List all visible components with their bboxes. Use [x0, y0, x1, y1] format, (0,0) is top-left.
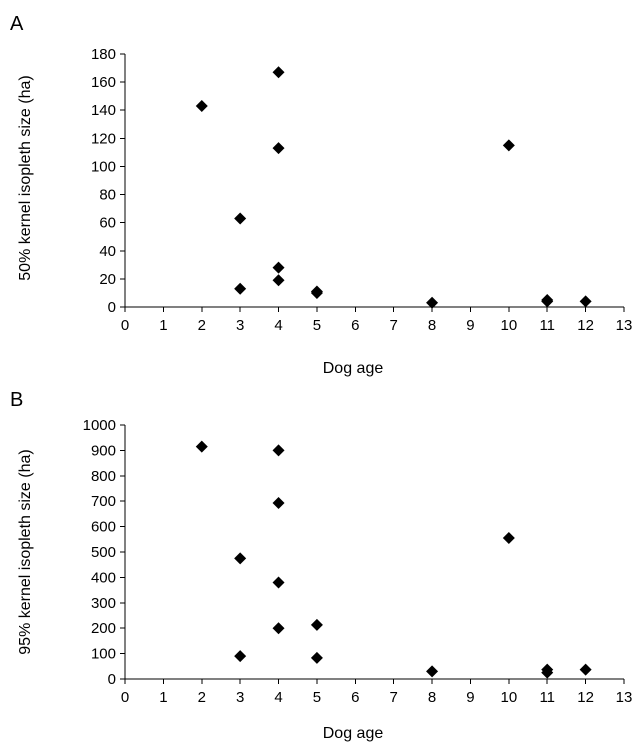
panel-letter-a: A	[10, 13, 24, 35]
chart-b-y-axis-title: 95% kernel isopleth size (ha)	[17, 449, 34, 654]
chart-b-x-tick-label: 6	[351, 689, 359, 706]
chart-b-y-tick-label: 800	[91, 468, 116, 485]
chart-a-x-tick-label: 12	[577, 317, 594, 334]
chart-a-x-tick-label: 2	[198, 317, 206, 334]
chart-b-point	[426, 665, 439, 678]
chart-b-y-tick-label: 200	[91, 620, 116, 637]
chart-a-y-tick-label: 60	[99, 215, 116, 232]
chart-a-point	[502, 139, 515, 152]
chart-a-y-tick-label: 80	[99, 187, 116, 204]
chart-b-y-tick-label: 1000	[83, 417, 116, 434]
chart-a-point	[234, 212, 247, 225]
chart-b-x-tick-label: 4	[274, 689, 282, 706]
chart-b-x-tick-label: 0	[121, 689, 129, 706]
chart-a-y-tick-label: 20	[99, 271, 116, 288]
chart-a-point	[579, 295, 592, 308]
chart-b-points	[195, 440, 592, 679]
chart-b-y-tick-label: 700	[91, 493, 116, 510]
chart-a-point	[272, 274, 285, 287]
chart-b-point	[310, 618, 323, 631]
chart-a-x-tick-label: 9	[466, 317, 474, 334]
chart-a: A 50% kernel isopleth size (ha) Dog age …	[10, 13, 632, 377]
chart-b-x-tick-label: 5	[313, 689, 321, 706]
chart-a-point	[234, 282, 247, 295]
chart-b-y-tick-label: 300	[91, 595, 116, 612]
chart-b-point	[272, 444, 285, 457]
chart-b: B 95% kernel isopleth size (ha) Dog age …	[10, 389, 632, 742]
chart-a-points	[195, 66, 592, 309]
chart-a-x-tick-label: 3	[236, 317, 244, 334]
chart-a-y-tick-label: 0	[108, 299, 116, 316]
chart-a-y-tick-label: 40	[99, 243, 116, 260]
chart-b-point	[234, 552, 247, 565]
chart-b-point	[502, 532, 515, 545]
chart-a-point	[272, 142, 285, 155]
chart-b-y-tick-label: 600	[91, 519, 116, 536]
chart-b-y-tick-label: 900	[91, 442, 116, 459]
chart-a-y-tick-label: 140	[91, 102, 116, 119]
chart-a-point	[426, 296, 439, 309]
chart-b-y-tick-label: 100	[91, 646, 116, 663]
chart-a-x-tick-label: 5	[313, 317, 321, 334]
chart-b-point	[272, 576, 285, 589]
chart-a-y-tick-label: 180	[91, 46, 116, 63]
chart-b-x-tick-label: 3	[236, 689, 244, 706]
chart-b-x-tick-label: 10	[501, 689, 518, 706]
chart-a-x-tick-label: 7	[390, 317, 398, 334]
chart-b-x-tick-label: 2	[198, 689, 206, 706]
panel-letter-b: B	[10, 389, 23, 411]
chart-b-x-tick-label: 13	[616, 689, 633, 706]
chart-a-x-tick-label: 13	[616, 317, 633, 334]
chart-b-x-axis-title: Dog age	[323, 725, 384, 742]
chart-b-x-tick-label: 11	[539, 689, 555, 706]
chart-a-x-tick-label: 8	[428, 317, 436, 334]
chart-a-point	[195, 100, 208, 113]
chart-a-x-tick-label: 4	[274, 317, 282, 334]
chart-a-x-axis-title: Dog age	[323, 360, 384, 377]
chart-b-point	[272, 496, 285, 509]
chart-a-y-tick-label: 120	[91, 130, 116, 147]
chart-b-x-tick-label: 12	[577, 689, 594, 706]
chart-b-point	[272, 622, 285, 635]
chart-a-y-tick-label: 160	[91, 74, 116, 91]
chart-a-y-tick-label: 100	[91, 158, 116, 175]
chart-a-point	[272, 66, 285, 79]
chart-b-x-tick-label: 1	[159, 689, 167, 706]
chart-b-x-tick-label: 7	[390, 689, 398, 706]
chart-b-point	[541, 666, 554, 679]
chart-a-x-tick-label: 11	[539, 317, 555, 334]
chart-b-point	[195, 440, 208, 453]
chart-a-point	[272, 261, 285, 274]
chart-b-point	[310, 651, 323, 664]
chart-a-y-axis-title: 50% kernel isopleth size (ha)	[17, 75, 34, 280]
chart-b-y-tick-label: 400	[91, 569, 116, 586]
chart-b-x-tick-label: 9	[466, 689, 474, 706]
chart-a-x-tick-label: 6	[351, 317, 359, 334]
chart-b-y-tick-label: 500	[91, 544, 116, 561]
chart-a-x-tick-label: 0	[121, 317, 129, 334]
chart-b-point	[579, 663, 592, 676]
chart-a-x-tick-label: 1	[159, 317, 167, 334]
chart-b-x-tick-label: 8	[428, 689, 436, 706]
chart-a-x-tick-label: 10	[501, 317, 518, 334]
chart-a-point	[541, 295, 554, 308]
chart-b-y-tick-label: 0	[108, 671, 116, 688]
chart-a-point	[310, 286, 323, 299]
chart-b-point	[234, 650, 247, 663]
